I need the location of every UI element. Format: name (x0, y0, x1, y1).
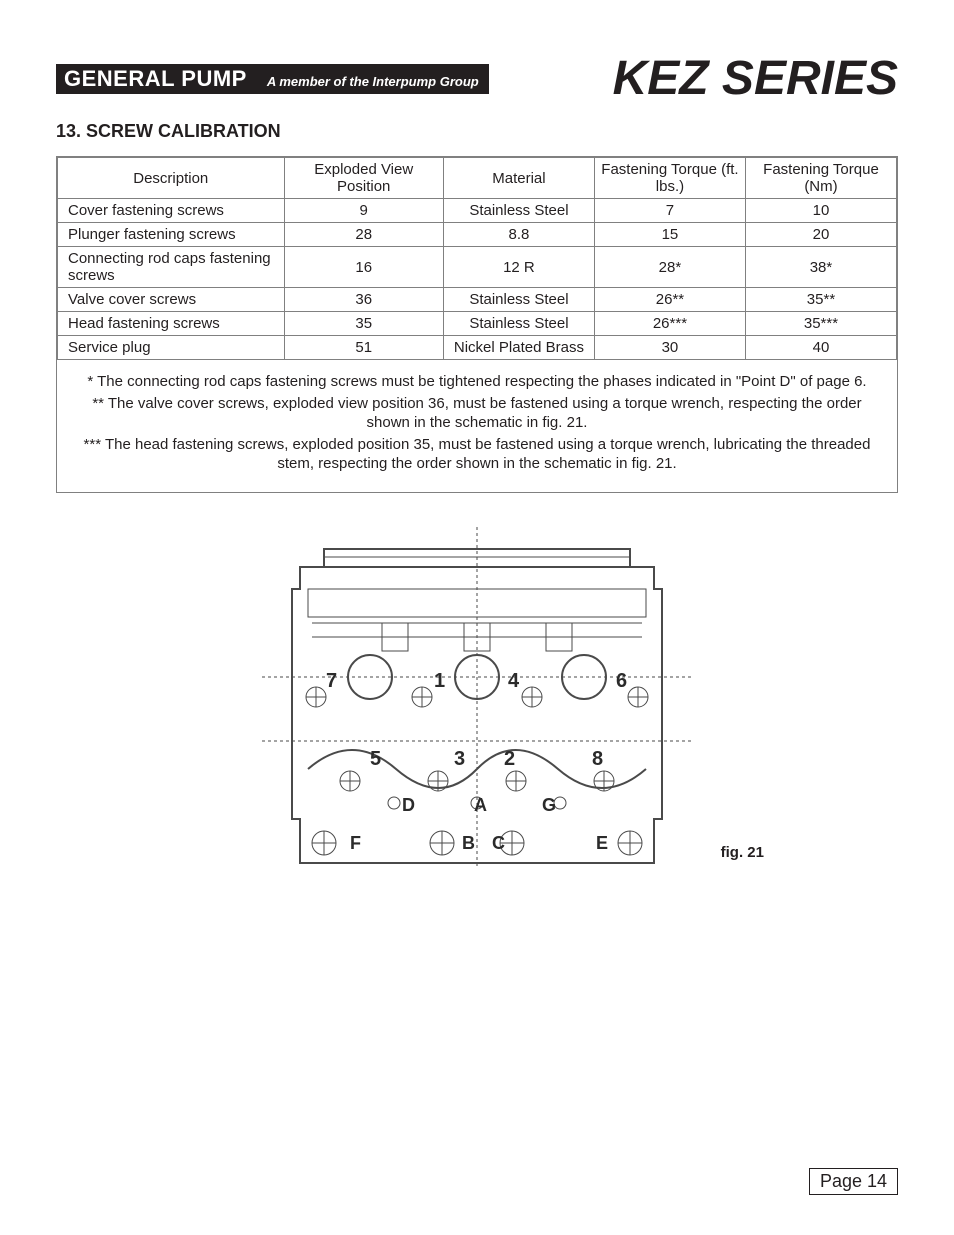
footnote-line: ** The valve cover screws, exploded view… (77, 394, 877, 433)
cell-ftlb: 7 (594, 199, 745, 223)
cell-ftlb: 28* (594, 247, 745, 288)
brand-sub: A member of the Interpump Group (267, 67, 479, 97)
cell-desc: Plunger fastening screws (58, 223, 285, 247)
cell-desc: Head fastening screws (58, 312, 285, 336)
col-torque-nm: Fastening Torque (Nm) (745, 158, 896, 199)
cell-ftlb: 15 (594, 223, 745, 247)
page-number: Page 14 (809, 1168, 898, 1195)
cell-nm: 35** (745, 288, 896, 312)
fig-label-C: C (492, 833, 505, 853)
fig-label-1: 1 (434, 670, 445, 692)
cell-nm: 35*** (745, 312, 896, 336)
col-description: Description (58, 158, 285, 199)
cell-ftlb: 26** (594, 288, 745, 312)
cell-mat: 12 R (443, 247, 594, 288)
cell-pos: 16 (284, 247, 443, 288)
cell-pos: 36 (284, 288, 443, 312)
series-title: KEZ SERIES (613, 55, 898, 103)
table-header-row: Description Exploded View Position Mater… (58, 158, 897, 199)
cell-mat: 8.8 (443, 223, 594, 247)
cell-nm: 10 (745, 199, 896, 223)
cell-desc: Connecting rod caps fastening screws (58, 247, 285, 288)
cell-pos: 28 (284, 223, 443, 247)
cell-pos: 9 (284, 199, 443, 223)
cell-desc: Valve cover screws (58, 288, 285, 312)
fig-label-2: 2 (504, 748, 515, 770)
col-position: Exploded View Position (284, 158, 443, 199)
fig-label-5: 5 (370, 748, 381, 770)
cell-nm: 38* (745, 247, 896, 288)
fig-label-A: A (474, 795, 487, 815)
fig-label-G: G (542, 795, 556, 815)
page: GENERAL PUMP A member of the Interpump G… (0, 0, 954, 1235)
table-row: Plunger fastening screws 28 8.8 15 20 (58, 223, 897, 247)
footnote-line: * The connecting rod caps fastening scre… (77, 372, 877, 392)
cell-nm: 40 (745, 336, 896, 360)
calibration-table: Description Exploded View Position Mater… (57, 157, 897, 360)
fig-label-E: E (596, 833, 608, 853)
fig-label-B: B (462, 833, 475, 853)
table-row: Service plug 51 Nickel Plated Brass 30 4… (58, 336, 897, 360)
footnote-line: *** The head fastening screws, exploded … (77, 435, 877, 474)
fig-label-8: 8 (592, 748, 603, 770)
cell-pos: 35 (284, 312, 443, 336)
fig-label-7: 7 (326, 670, 337, 692)
fig-label-3: 3 (454, 748, 465, 770)
fig-label-D: D (402, 795, 415, 815)
fig-label-6: 6 (616, 670, 627, 692)
table-row: Cover fastening screws 9 Stainless Steel… (58, 199, 897, 223)
cell-ftlb: 30 (594, 336, 745, 360)
cell-nm: 20 (745, 223, 896, 247)
cell-mat: Stainless Steel (443, 199, 594, 223)
fig-label-4: 4 (508, 670, 520, 692)
table-row: Valve cover screws 36 Stainless Steel 26… (58, 288, 897, 312)
calibration-box: Description Exploded View Position Mater… (56, 156, 898, 493)
cell-mat: Nickel Plated Brass (443, 336, 594, 360)
cell-desc: Service plug (58, 336, 285, 360)
brand-main: GENERAL PUMP (64, 64, 247, 94)
col-material: Material (443, 158, 594, 199)
section-title: 13. SCREW CALIBRATION (56, 121, 898, 142)
cell-mat: Stainless Steel (443, 288, 594, 312)
page-header: GENERAL PUMP A member of the Interpump G… (56, 55, 898, 103)
cell-desc: Cover fastening screws (58, 199, 285, 223)
figure-21: 7 1 4 6 5 3 2 8 D A G F B C E fig. 21 (262, 527, 692, 867)
table-footnotes: * The connecting rod caps fastening scre… (57, 360, 897, 492)
cell-ftlb: 26*** (594, 312, 745, 336)
cell-mat: Stainless Steel (443, 312, 594, 336)
figure-wrap: 7 1 4 6 5 3 2 8 D A G F B C E fig. 21 (56, 527, 898, 867)
col-torque-ftlb: Fastening Torque (ft. lbs.) (594, 158, 745, 199)
table-row: Head fastening screws 35 Stainless Steel… (58, 312, 897, 336)
figure-caption: fig. 21 (721, 844, 764, 861)
schematic-svg: 7 1 4 6 5 3 2 8 D A G F B C E (262, 527, 692, 867)
table-row: Connecting rod caps fastening screws 16 … (58, 247, 897, 288)
brand-bar: GENERAL PUMP A member of the Interpump G… (56, 64, 489, 94)
fig-label-F: F (350, 833, 361, 853)
cell-pos: 51 (284, 336, 443, 360)
